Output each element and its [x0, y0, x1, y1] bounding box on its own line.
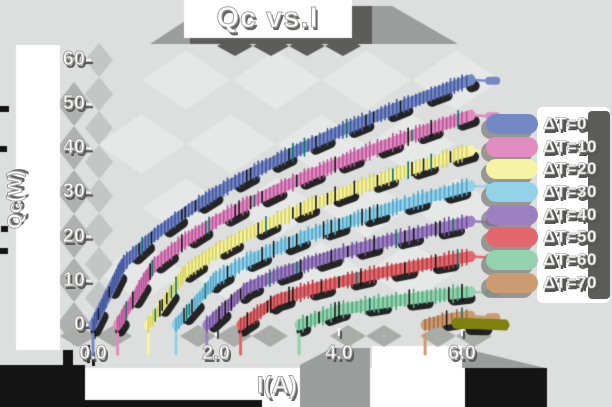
y-tick-50: 50 — [62, 92, 85, 115]
legend-swatch-dt70 — [486, 273, 538, 293]
y-tick-60: 60 — [62, 48, 85, 71]
legend-swatch-dt10 — [486, 137, 538, 157]
legend-swatch-dt40 — [486, 205, 538, 225]
legend-label-dt70: ΔT=70 — [543, 273, 597, 293]
legend-label-dt20: ΔT=20 — [543, 159, 597, 179]
legend-swatch-dt50 — [486, 227, 538, 247]
y-tick-10: 10 — [62, 269, 85, 292]
y-tick-0: 0 — [73, 313, 85, 336]
legend-label-dt50: ΔT=50 — [543, 227, 597, 247]
legend-swatch-dt20 — [486, 159, 538, 179]
x-tick-0.0: 0.0 — [79, 342, 108, 365]
legend-label-dt0: ΔT=0 — [543, 114, 587, 134]
y-tick-30: 30 — [62, 180, 85, 203]
chart-title: Qc vs.I — [216, 2, 319, 35]
y-tick-20: 20 — [62, 225, 85, 248]
legend-label-dt60: ΔT=60 — [543, 250, 597, 270]
legend-label-dt10: ΔT=10 — [543, 137, 597, 157]
y-tick-40: 40 — [62, 136, 85, 159]
x-axis-label: I(A) — [257, 372, 298, 400]
legend-shadow — [588, 111, 610, 299]
x-tick-6.0: 6.0 — [448, 342, 477, 365]
legend-swatch-dt30 — [486, 182, 538, 202]
legend-label-dt40: ΔT=40 — [543, 205, 597, 225]
x-tick-4.0: 4.0 — [325, 342, 354, 365]
legend-label-dt30: ΔT=30 — [543, 182, 597, 202]
legend-swatch-dt60 — [486, 250, 538, 270]
legend-swatch-dt0 — [486, 114, 538, 134]
x-tick-2.0: 2.0 — [202, 342, 231, 365]
